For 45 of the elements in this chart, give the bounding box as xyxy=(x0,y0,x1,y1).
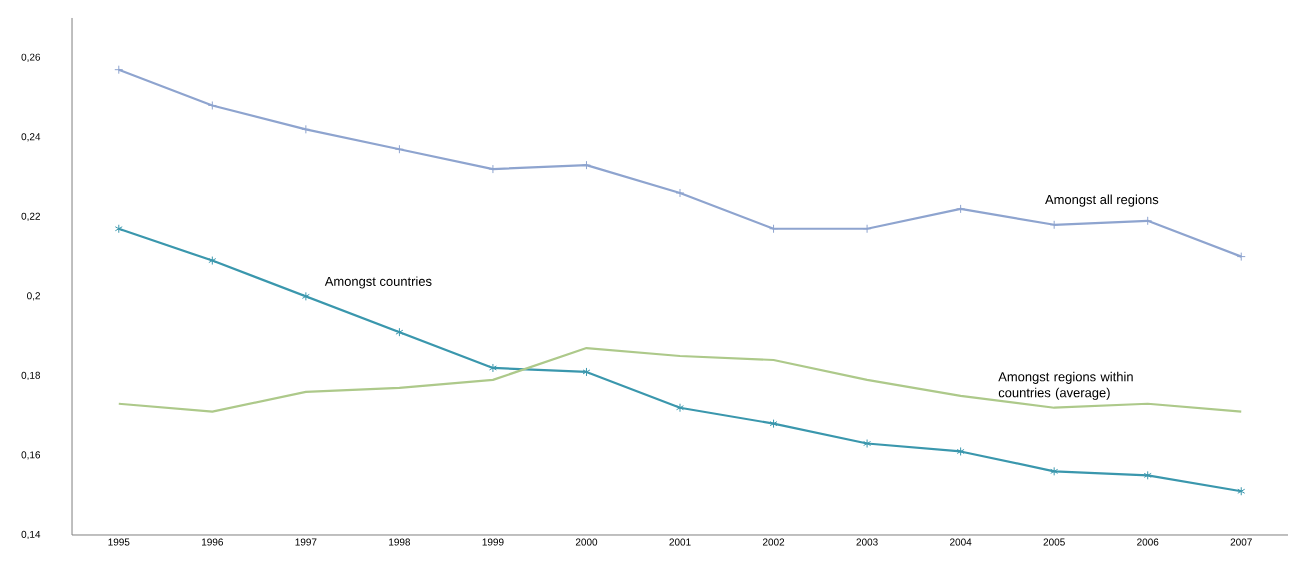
x-tick-label: 2003 xyxy=(856,538,878,546)
point xyxy=(675,188,685,198)
y-tick-label: 0,14 xyxy=(21,530,41,540)
x-tick-label: 2002 xyxy=(762,538,785,546)
point xyxy=(956,204,966,214)
x-tick-label: 2001 xyxy=(669,538,691,546)
point xyxy=(208,256,217,266)
y-tick-label: 0,18 xyxy=(21,371,41,381)
point xyxy=(301,124,311,134)
point xyxy=(207,100,217,110)
point xyxy=(1236,252,1246,262)
line-series xyxy=(117,346,1243,413)
y-tick-label: 0,26 xyxy=(21,53,41,62)
y-tick-label: 0,2 xyxy=(27,292,40,301)
point xyxy=(1143,470,1152,480)
point xyxy=(769,419,778,429)
point xyxy=(862,224,872,234)
point xyxy=(1050,466,1059,476)
point xyxy=(863,439,872,449)
x-tick-label: 2005 xyxy=(1043,538,1065,546)
point xyxy=(956,446,965,456)
point xyxy=(301,291,310,301)
point xyxy=(1237,486,1246,496)
x-tick-label: 2007 xyxy=(1230,538,1252,546)
x-tick-label: 1998 xyxy=(389,538,411,546)
point xyxy=(394,144,404,154)
series-label: Amongst all regions xyxy=(1045,194,1159,207)
series-label: Amongst regions within countries (average) xyxy=(998,371,1133,400)
point xyxy=(676,403,684,413)
x-tick-label: 2004 xyxy=(950,538,972,546)
y-tick-label: 0,16 xyxy=(21,451,41,460)
y-tick-label: 0,22 xyxy=(21,212,40,221)
x-tick-label: 1999 xyxy=(482,538,504,546)
x-tick-label: 2000 xyxy=(575,538,598,546)
x-tick-label: 1995 xyxy=(108,538,130,546)
point xyxy=(395,327,404,337)
point xyxy=(114,65,124,75)
point xyxy=(114,224,123,234)
point xyxy=(582,367,591,377)
series-label: Amongst countries xyxy=(324,276,432,289)
x-tick-label: 1997 xyxy=(295,538,317,546)
x-tick-label: 2006 xyxy=(1137,538,1159,546)
x-tick-label: 1996 xyxy=(202,538,223,546)
y-tick-label: 0,24 xyxy=(21,133,41,142)
point xyxy=(488,363,497,373)
